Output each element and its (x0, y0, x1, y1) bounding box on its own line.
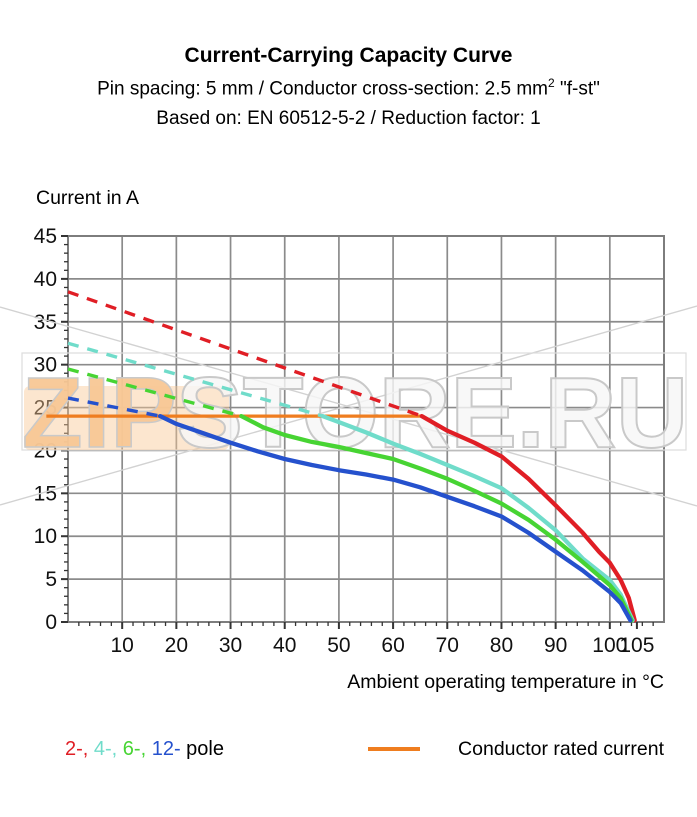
y-tick-label: 5 (45, 568, 57, 591)
x-tick-label: 105 (619, 634, 654, 657)
x-tick-label: 50 (327, 634, 350, 657)
x-tick-label: 80 (490, 634, 513, 657)
curve-12-pole-dashed (67, 396, 161, 418)
chart-subtitle-standard: Based on: EN 60512-5-2 / Reduction facto… (156, 108, 541, 129)
y-tick-label: 30 (34, 354, 57, 377)
x-tick-label: 100 (592, 634, 627, 657)
pole-legend: 2-, 4-, 6-, 12- pole (65, 738, 224, 761)
chart-subtitle-spec: Pin spacing: 5 mm / Conductor cross-sect… (0, 76, 697, 100)
y-tick-label: 10 (34, 525, 57, 548)
y-tick-label: 0 (45, 611, 57, 634)
y-tick-label: 40 (34, 268, 57, 291)
pole-legend-part: pole (180, 738, 224, 760)
x-tick-label: 30 (219, 634, 242, 657)
y-tick-label: 45 (34, 225, 57, 248)
subtitle-superscript: 2 (548, 76, 555, 90)
rated-current-label: Conductor rated current (458, 738, 664, 760)
x-tick-label: 20 (165, 634, 188, 657)
x-tick-label: 90 (544, 634, 567, 657)
curve-12-pole-solid (157, 413, 633, 623)
x-tick-label: 10 (111, 634, 134, 657)
curve-2-pole-solid (419, 413, 637, 623)
x-tick-label: 60 (381, 634, 404, 657)
chart-title: Current-Carrying Capacity Curve (184, 44, 513, 67)
pole-legend-part: 4-, (88, 738, 118, 760)
subtitle-post: "f-st" (554, 78, 600, 100)
rated-current-swatch (368, 747, 420, 751)
curve-4-pole-solid (320, 413, 635, 623)
y-axis-title: Current in A (36, 187, 139, 209)
watermark-glow (24, 386, 229, 450)
pole-legend-part: 12- (146, 738, 181, 760)
watermark-diagonal (0, 306, 697, 507)
plot-border (67, 235, 665, 623)
pole-legend-part: 2-, (65, 738, 89, 760)
x-tick-label: 70 (436, 634, 459, 657)
y-tick-label: 25 (34, 397, 57, 420)
y-tick-label: 20 (34, 439, 57, 462)
watermark-diagonal (0, 305, 697, 506)
subtitle-pre: Pin spacing: 5 mm / Conductor cross-sect… (97, 78, 549, 100)
curve-6-pole-dashed (67, 367, 242, 418)
y-tick-label: 15 (34, 482, 57, 505)
curve-2-pole-dashed (67, 290, 423, 418)
curve-6-pole-solid (239, 413, 634, 623)
pole-legend-part: 6-, (117, 738, 147, 760)
curve-4-pole-dashed (67, 341, 324, 418)
x-axis-title: Ambient operating temperature in °C (347, 671, 664, 693)
x-tick-label: 40 (273, 634, 296, 657)
y-tick-label: 35 (34, 311, 57, 334)
